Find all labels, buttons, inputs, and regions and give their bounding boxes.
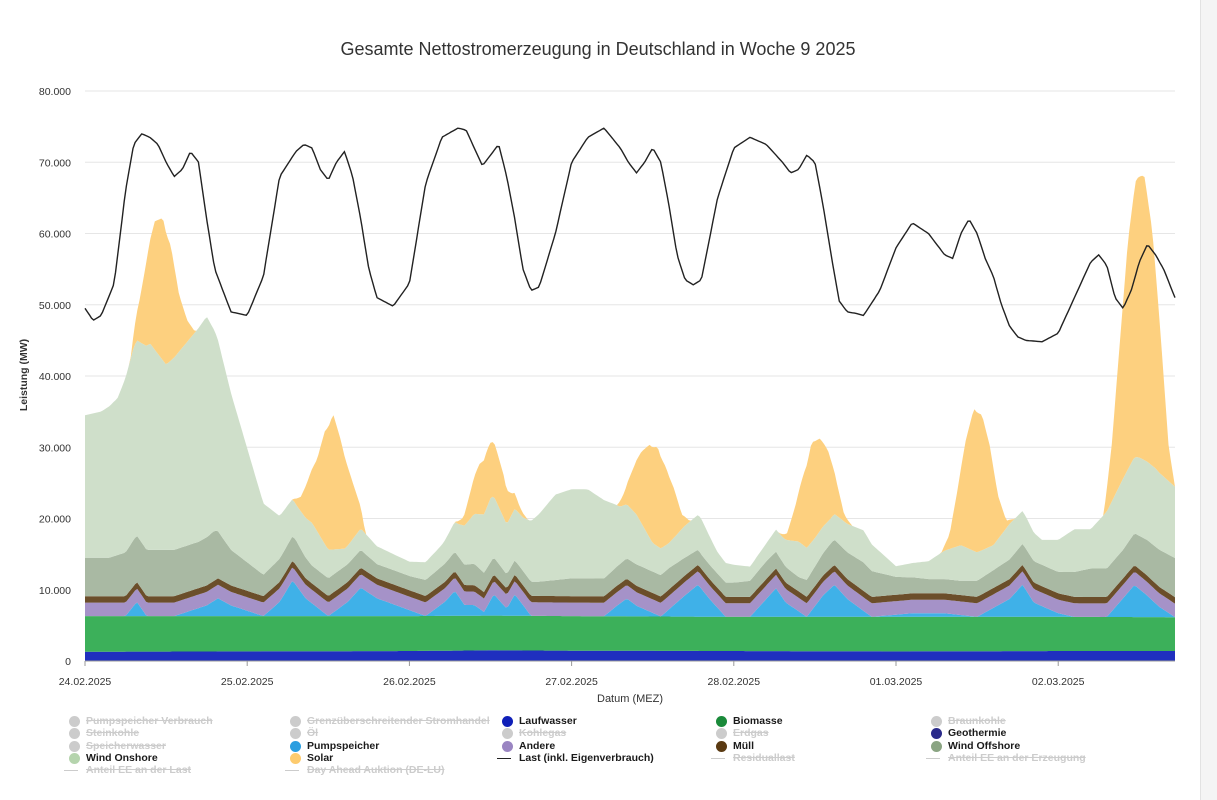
plot-areas [85, 175, 1175, 661]
plot-lines [84, 127, 1176, 343]
legend-label: Residuallast [733, 751, 795, 764]
legend-label: Geothermie [948, 727, 1007, 740]
legend-symbol [711, 757, 725, 759]
legend-symbol [64, 770, 78, 772]
legend-label: Anteil EE an der Erzeugung [948, 751, 1086, 764]
legend-symbol [502, 740, 513, 752]
legend-label: Andere [519, 739, 556, 752]
legend-symbol [290, 740, 301, 752]
legend-label: Pumpspeicher Verbrauch [86, 715, 213, 727]
line-last [84, 127, 1176, 343]
legend-symbol [926, 757, 940, 759]
y-tick-label: 60.000 [39, 229, 71, 241]
legend-label: Öl [307, 727, 319, 740]
legend-symbol [285, 770, 299, 772]
x-tick-label: 24.02.2025 [59, 676, 112, 688]
legend-label: Erdgas [733, 727, 769, 740]
area-wind-onshore [85, 317, 1175, 583]
legend-label: Wind Offshore [948, 739, 1021, 752]
legend-symbol [502, 716, 513, 727]
legend-label: Müll [733, 739, 754, 752]
legend-label: Braunkohle [948, 715, 1006, 727]
chart-title: Gesamte Nettostromerzeugung in Deutschla… [341, 39, 856, 59]
legend-symbol [290, 716, 301, 727]
legend-symbol [69, 728, 80, 740]
legend-symbol [497, 757, 511, 759]
area-m-ll [85, 561, 1175, 604]
legend-symbol [931, 716, 942, 727]
legend-label: Kohlegas [519, 727, 567, 740]
y-tick-label: 30.000 [39, 442, 71, 454]
legend-label: Wind Onshore [86, 751, 158, 764]
x-tick-label: 25.02.2025 [221, 676, 274, 688]
area-andere [85, 567, 1175, 618]
x-tick-label: 27.02.2025 [545, 676, 598, 688]
legend-label: Laufwasser [519, 715, 577, 727]
y-tick-label: 0 [65, 656, 71, 668]
x-tick-label: 26.02.2025 [383, 676, 436, 688]
area-laufwasser [85, 650, 1175, 661]
legend-symbol [290, 752, 301, 764]
legend-symbol [69, 752, 80, 764]
legend-label: Steinkohle [86, 727, 140, 740]
legend-label: Last (inkl. Eigenverbrauch) [519, 751, 654, 764]
y-tick-label: 50.000 [39, 300, 71, 312]
axes: 0 10.000 20.000 30.000 40.000 50.000 60.000 70.… [39, 86, 1175, 688]
legend-symbol [502, 728, 513, 740]
legend-label: Grenzüberschreitender Stromhandel [307, 715, 490, 727]
y-tick-label: 40.000 [39, 371, 71, 383]
legend-symbol [716, 740, 727, 752]
legend-label: Speicherwasser [86, 739, 166, 752]
area-biomasse [85, 615, 1175, 652]
legend-label: Biomasse [733, 715, 783, 727]
y-tick-label: 10.000 [39, 585, 71, 597]
y-tick-label: 80.000 [39, 86, 71, 98]
legend-label: Anteil EE an der Last [86, 764, 192, 777]
area-wind-offshore [85, 530, 1175, 598]
scrollbar[interactable] [1200, 0, 1217, 800]
area-solar [85, 175, 1175, 567]
legend-label: Pumpspeicher [307, 739, 380, 752]
x-axis-label: Datum (MEZ) [597, 693, 663, 705]
legend-symbol [716, 728, 727, 740]
legend-label: Day Ahead Auktion (DE-LU) [307, 764, 445, 777]
x-tick-label: 02.03.2025 [1032, 676, 1085, 688]
legend-symbol [69, 716, 80, 727]
x-tick-label: 28.02.2025 [708, 676, 761, 688]
y-tick-label: 70.000 [39, 157, 71, 169]
legend-label: Solar [307, 751, 334, 764]
legend-symbol [69, 740, 80, 752]
legend-symbol [716, 716, 727, 727]
y-tick-label: 20.000 [39, 514, 71, 526]
legend-symbol [290, 728, 301, 740]
area-pumpspeicher [85, 581, 1175, 618]
legend-symbol [931, 740, 942, 752]
y-axis-label: Leistung (MW) [18, 339, 30, 411]
legend-symbol [931, 728, 942, 740]
x-tick-label: 01.03.2025 [870, 676, 923, 688]
